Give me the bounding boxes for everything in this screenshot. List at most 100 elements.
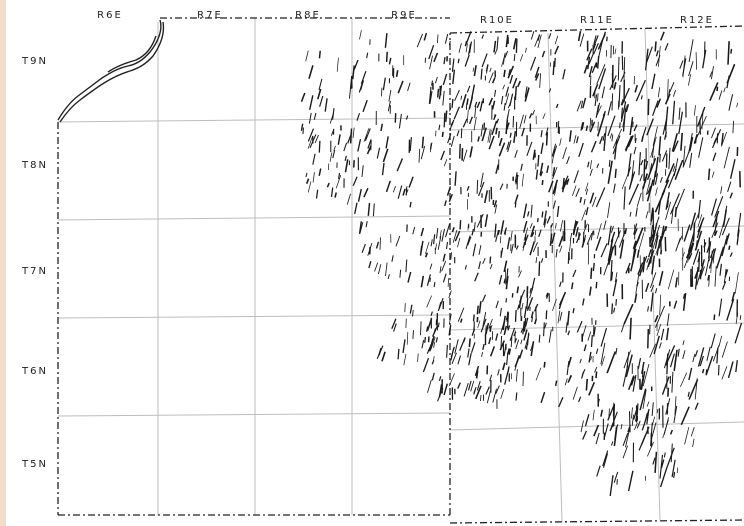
hachure-stroke xyxy=(590,267,593,279)
hachure-stroke xyxy=(595,371,598,379)
hachure-stroke xyxy=(734,322,743,344)
hachure-stroke xyxy=(610,225,614,233)
hachure-stroke xyxy=(657,201,661,215)
hachure-stroke xyxy=(543,322,545,337)
hachure-stroke xyxy=(683,293,686,300)
township-label-t9n: T9N xyxy=(22,56,48,67)
hachure-stroke xyxy=(654,41,657,52)
hachure-stroke xyxy=(524,87,530,102)
hachure-stroke xyxy=(730,48,733,54)
hachure-stroke xyxy=(385,262,388,277)
hachure-stroke xyxy=(590,230,594,241)
hachure-stroke xyxy=(656,323,662,337)
hachure-stroke xyxy=(382,148,389,163)
hachure-stroke xyxy=(560,220,563,232)
hachure-stroke xyxy=(519,54,524,62)
hachure-stroke xyxy=(600,342,606,365)
hachure-stroke xyxy=(625,104,630,113)
hachure-stroke xyxy=(485,64,489,72)
hachure-stroke xyxy=(467,380,472,391)
hachure-stroke xyxy=(558,235,564,247)
hachure-stroke xyxy=(635,273,640,294)
hachure-stroke xyxy=(476,101,481,109)
hachure-stroke xyxy=(671,133,678,152)
hachure-stroke xyxy=(489,263,493,270)
hachure-stroke xyxy=(506,141,510,150)
hachure-stroke xyxy=(493,89,497,97)
hachure-stroke xyxy=(483,190,489,204)
hachure-stroke xyxy=(468,116,474,125)
hachure-stroke xyxy=(510,243,514,254)
hachure-stroke xyxy=(537,154,540,167)
hachure-stroke xyxy=(633,146,637,155)
hachure-stroke xyxy=(473,65,477,77)
hachure-stroke xyxy=(423,32,428,41)
hachure-stroke xyxy=(612,183,616,193)
hachure-stroke xyxy=(474,365,480,377)
hachure-stroke xyxy=(551,149,555,164)
hachure-stroke xyxy=(530,204,533,218)
hachure-stroke xyxy=(529,287,532,294)
hachure-stroke xyxy=(636,192,642,207)
hachure-stroke xyxy=(519,114,524,129)
hachure-stroke xyxy=(468,338,471,348)
hachure-stroke xyxy=(593,35,597,45)
hachure-stroke xyxy=(520,163,523,171)
hachure-stroke xyxy=(658,45,661,67)
hachure-stroke xyxy=(635,79,646,102)
hachure-stroke xyxy=(510,230,513,241)
hachure-stroke xyxy=(585,188,589,195)
hachure-stroke xyxy=(612,135,621,155)
hachure-stroke xyxy=(520,328,523,333)
hachure-stroke xyxy=(359,30,362,40)
hachure-stroke xyxy=(474,106,477,118)
hachure-stroke xyxy=(593,326,596,337)
hachure-stroke xyxy=(632,374,637,392)
hachure-stroke xyxy=(673,158,679,176)
hachure-stroke xyxy=(603,138,606,152)
hachure-stroke xyxy=(540,142,544,155)
hachure-stroke xyxy=(526,297,529,309)
hachure-stroke xyxy=(549,233,553,246)
hachure-stroke xyxy=(642,363,650,387)
hachure-stroke xyxy=(488,337,492,345)
hachure-stroke xyxy=(506,313,509,329)
hachure-stroke xyxy=(572,185,577,197)
hachure-stroke xyxy=(661,225,665,238)
hachure-stroke xyxy=(530,30,535,40)
hachure-stroke xyxy=(694,378,698,400)
hachure-stroke xyxy=(403,353,407,366)
hachure-stroke xyxy=(441,260,447,272)
hachure-stroke xyxy=(471,228,475,236)
hachure-stroke xyxy=(625,354,633,378)
hachure-stroke xyxy=(380,123,384,132)
hachure-stroke xyxy=(497,229,500,235)
hachure-stroke xyxy=(579,196,583,203)
hachure-stroke xyxy=(441,228,446,242)
hachure-stroke xyxy=(689,152,693,168)
hachure-stroke xyxy=(628,173,634,190)
hachure-stroke xyxy=(539,73,542,88)
hachure-stroke xyxy=(535,257,538,264)
hachure-stroke xyxy=(680,372,688,387)
hachure-stroke xyxy=(473,326,475,332)
hachure-stroke xyxy=(500,319,506,334)
hachure-stroke xyxy=(396,158,404,172)
hachure-stroke xyxy=(514,172,518,183)
hachure-stroke xyxy=(485,322,490,335)
hachure-stroke xyxy=(443,112,446,128)
hachure-stroke xyxy=(677,235,683,245)
hachure-stroke xyxy=(543,361,546,368)
hachure-stroke xyxy=(300,92,306,102)
hachure-stroke xyxy=(446,345,448,358)
hachure-stroke xyxy=(600,243,608,258)
hachure-stroke xyxy=(623,186,626,210)
hachure-stroke xyxy=(522,321,525,335)
hachure-stroke xyxy=(644,160,649,170)
hachure-stroke xyxy=(467,348,470,358)
hachure-stroke xyxy=(709,71,713,78)
hachure-stroke xyxy=(641,136,644,143)
hachure-stroke xyxy=(645,211,649,219)
hachure-stroke xyxy=(725,235,729,245)
hachure-stroke xyxy=(429,277,432,283)
